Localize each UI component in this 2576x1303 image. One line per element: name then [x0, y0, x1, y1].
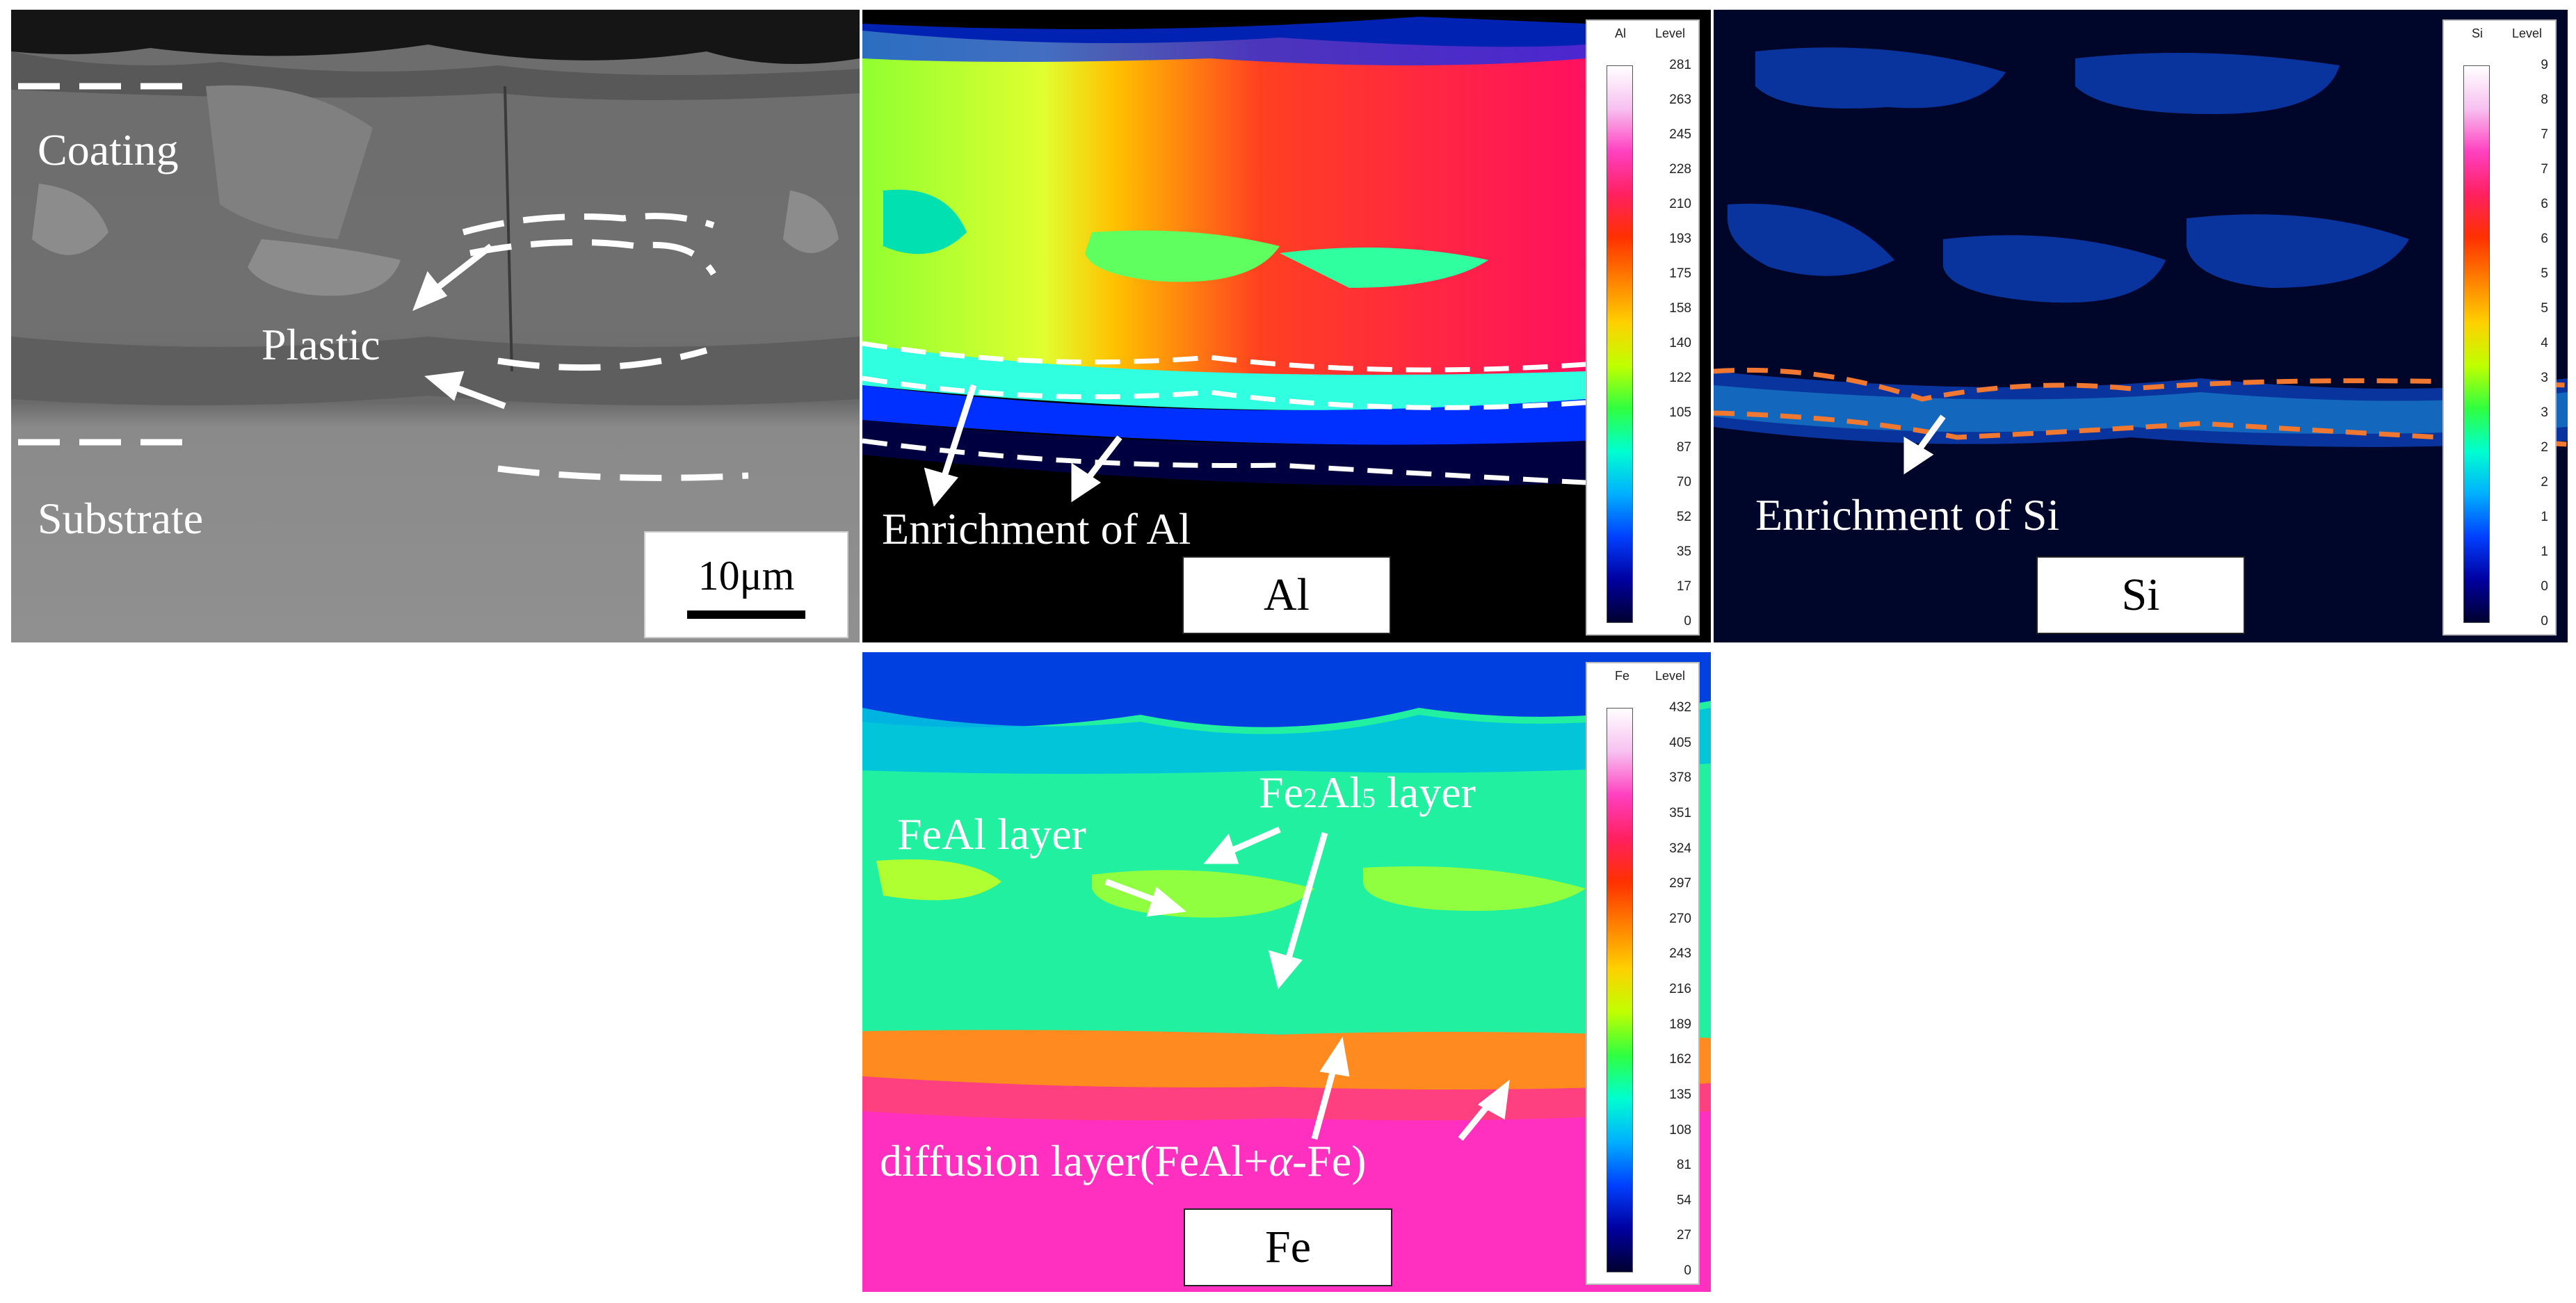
colorbar-tick-label: 2 [2541, 440, 2548, 455]
fe-legend-element: Fe [1615, 669, 1630, 683]
colorbar-tick-label: 158 [1669, 301, 1691, 316]
feal-layer-label: FeAl layer [897, 809, 1086, 859]
plastic-label: Plastic [261, 320, 380, 369]
colorbar-tick-label: 324 [1669, 841, 1691, 856]
colorbar-tick-label: 189 [1669, 1017, 1691, 1032]
colorbar-tick-label: 27 [1676, 1228, 1691, 1243]
al-element-box: Al [1182, 556, 1391, 634]
si-colorbar-gradient [2463, 65, 2490, 623]
diffusion-prefix: diffusion layer(FeAl+ [880, 1136, 1269, 1185]
colorbar-tick-label: 2 [2541, 475, 2548, 489]
colorbar-tick-label: 6 [2541, 197, 2548, 211]
al-colorbar-legend: Al Level 281 263 245 228 210 193 175 158 140 122 1… [1586, 19, 1700, 636]
colorbar-tick-label: 4 [2541, 336, 2548, 350]
colorbar-tick-label: 7 [2541, 127, 2548, 142]
fe2al5-sub2: 5 [1362, 782, 1376, 814]
scale-bar-box: 10μm [644, 531, 848, 638]
al-enrichment-label: Enrichment of Al [882, 504, 1191, 553]
colorbar-tick-label: 162 [1669, 1052, 1691, 1067]
colorbar-tick-label: 3 [2541, 405, 2548, 420]
fe-elemental-map [862, 652, 1711, 1292]
colorbar-tick-label: 0 [2541, 614, 2548, 629]
colorbar-tick-label: 8 [2541, 92, 2548, 107]
fe-colorbar-legend: Fe Level 432 405 378 351 324 297 270 243 216 189 1… [1586, 662, 1700, 1285]
colorbar-tick-label: 210 [1669, 197, 1691, 211]
colorbar-tick-label: 0 [2541, 579, 2548, 594]
diffusion-suffix: -Fe) [1291, 1136, 1367, 1185]
colorbar-tick-label: 281 [1669, 58, 1691, 72]
scale-bar-label: 10μm [698, 553, 795, 599]
colorbar-tick-label: 245 [1669, 127, 1691, 142]
diffusion-layer-label: diffusion layer(FeAl+α-Fe) [880, 1139, 1366, 1183]
colorbar-tick-label: 193 [1669, 232, 1691, 246]
fe-colorbar-gradient [1607, 708, 1633, 1272]
colorbar-tick-label: 105 [1669, 405, 1691, 420]
fe2al5-sub1: 2 [1303, 782, 1317, 814]
colorbar-tick-label: 216 [1669, 982, 1691, 996]
fe-map-panel: FeAl layer Fe2Al5 layer diffusion layer(… [862, 652, 1711, 1292]
al-colorbar-gradient [1607, 65, 1633, 623]
colorbar-tick-label: 3 [2541, 371, 2548, 385]
colorbar-tick-label: 87 [1676, 440, 1691, 455]
colorbar-tick-label: 0 [1684, 614, 1691, 629]
colorbar-tick-label: 5 [2541, 301, 2548, 316]
colorbar-tick-label: 270 [1669, 911, 1691, 926]
si-legend-level: Level [2512, 26, 2543, 40]
colorbar-tick-label: 0 [1684, 1263, 1691, 1278]
substrate-label: Substrate [38, 494, 204, 543]
colorbar-tick-label: 405 [1669, 735, 1691, 750]
colorbar-tick-label: 70 [1676, 475, 1691, 489]
fe2al5-mid: Al [1317, 768, 1362, 817]
colorbar-tick-label: 135 [1669, 1087, 1691, 1102]
colorbar-tick-label: 122 [1669, 371, 1691, 385]
colorbar-tick-label: 140 [1669, 336, 1691, 350]
colorbar-tick-label: 35 [1676, 544, 1691, 559]
si-element-box: Si [2036, 556, 2245, 634]
colorbar-tick-label: 432 [1669, 700, 1691, 715]
colorbar-tick-label: 54 [1676, 1192, 1691, 1208]
colorbar-tick-label: 351 [1669, 805, 1691, 820]
diffusion-alpha: α [1269, 1136, 1292, 1185]
colorbar-tick-label: 81 [1676, 1158, 1691, 1173]
al-legend-level: Level [1655, 26, 1686, 40]
si-map-panel: Enrichment of Si Si Si Level 9 8 7 7 6 6 5 5 4 3 3… [1714, 10, 2568, 642]
si-enrichment-label: Enrichment of Si [1755, 490, 2060, 540]
colorbar-tick-label: 7 [2541, 162, 2548, 177]
colorbar-tick-label: 378 [1669, 770, 1691, 786]
colorbar-tick-label: 52 [1676, 510, 1691, 524]
scale-bar-line [687, 610, 805, 619]
colorbar-tick-label: 228 [1669, 162, 1691, 177]
colorbar-tick-label: 17 [1676, 579, 1691, 594]
si-elemental-map [1714, 10, 2568, 642]
fe-legend-level: Level [1655, 669, 1686, 683]
coating-label: Coating [38, 125, 179, 175]
colorbar-tick-label: 175 [1669, 266, 1691, 281]
colorbar-tick-label: 243 [1669, 946, 1691, 962]
fe-element-box: Fe [1184, 1208, 1392, 1286]
si-colorbar-legend: Si Level 9 8 7 7 6 6 5 5 4 3 3 2 2 1 1 0 0 [2442, 19, 2557, 636]
colorbar-tick-label: 297 [1669, 876, 1691, 891]
colorbar-tick-label: 263 [1669, 92, 1691, 107]
al-legend-element: Al [1615, 26, 1627, 40]
si-legend-element: Si [2472, 26, 2484, 40]
colorbar-tick-label: 6 [2541, 232, 2548, 246]
colorbar-tick-label: 9 [2541, 58, 2548, 72]
al-map-panel: Enrichment of Al Al Al Level 281 263 245 22… [862, 10, 1711, 642]
fe2al5-prefix: Fe [1259, 768, 1303, 817]
fe2al5-layer-label: Fe2Al5 layer [1259, 770, 1476, 815]
sem-image-panel: Coating Plastic Substrate 10μm [11, 10, 860, 642]
fe2al5-suffix: layer [1376, 768, 1476, 817]
colorbar-tick-label: 5 [2541, 266, 2548, 281]
colorbar-tick-label: 1 [2541, 510, 2548, 524]
colorbar-tick-label: 1 [2541, 544, 2548, 559]
colorbar-tick-label: 108 [1669, 1122, 1691, 1138]
